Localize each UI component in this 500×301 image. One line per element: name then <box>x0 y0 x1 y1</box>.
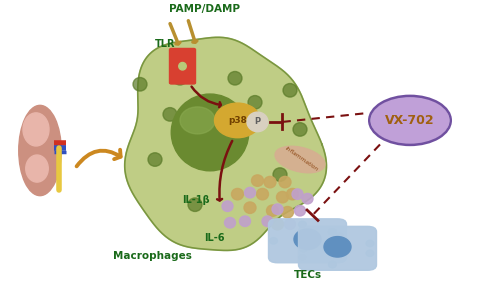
Text: IL-6: IL-6 <box>204 233 225 243</box>
Ellipse shape <box>298 221 306 228</box>
Text: P: P <box>254 117 260 126</box>
Ellipse shape <box>247 112 268 132</box>
Ellipse shape <box>148 153 162 166</box>
Text: TLR: TLR <box>154 39 175 49</box>
Ellipse shape <box>286 188 298 200</box>
Ellipse shape <box>19 105 61 196</box>
Ellipse shape <box>228 71 242 85</box>
Ellipse shape <box>324 237 351 257</box>
Ellipse shape <box>302 193 313 204</box>
Ellipse shape <box>366 250 374 256</box>
FancyBboxPatch shape <box>298 226 376 270</box>
FancyBboxPatch shape <box>268 219 346 263</box>
Ellipse shape <box>272 219 283 230</box>
Ellipse shape <box>256 188 268 200</box>
Ellipse shape <box>264 176 276 188</box>
Text: Inflammation: Inflammation <box>284 145 320 172</box>
Ellipse shape <box>171 94 249 171</box>
Ellipse shape <box>262 216 273 226</box>
Polygon shape <box>124 37 326 250</box>
Ellipse shape <box>252 175 264 186</box>
Ellipse shape <box>294 229 321 250</box>
Ellipse shape <box>336 242 344 249</box>
Ellipse shape <box>275 146 325 173</box>
Ellipse shape <box>173 71 187 85</box>
Ellipse shape <box>244 202 256 213</box>
Ellipse shape <box>276 191 288 203</box>
Text: p38: p38 <box>228 116 247 125</box>
Text: VX-702: VX-702 <box>385 114 435 127</box>
Ellipse shape <box>188 198 202 211</box>
Ellipse shape <box>293 123 307 136</box>
Ellipse shape <box>298 254 306 260</box>
Ellipse shape <box>328 261 336 268</box>
Ellipse shape <box>179 63 186 70</box>
Ellipse shape <box>282 206 294 218</box>
Ellipse shape <box>272 204 283 214</box>
Ellipse shape <box>284 219 296 229</box>
Ellipse shape <box>266 205 278 216</box>
Text: IL-1β: IL-1β <box>182 195 210 205</box>
Ellipse shape <box>248 96 262 109</box>
Ellipse shape <box>283 83 297 97</box>
Ellipse shape <box>328 229 336 235</box>
Ellipse shape <box>244 187 256 198</box>
Ellipse shape <box>240 216 250 226</box>
Ellipse shape <box>180 107 215 134</box>
Ellipse shape <box>336 233 344 239</box>
Ellipse shape <box>366 240 374 247</box>
FancyBboxPatch shape <box>170 48 196 84</box>
Ellipse shape <box>294 205 306 216</box>
Ellipse shape <box>133 77 147 91</box>
Ellipse shape <box>163 107 177 121</box>
Ellipse shape <box>292 189 303 200</box>
Ellipse shape <box>273 168 287 181</box>
Text: Macrophages: Macrophages <box>113 251 192 261</box>
Ellipse shape <box>279 176 291 188</box>
Ellipse shape <box>222 201 233 211</box>
Ellipse shape <box>23 113 49 146</box>
Ellipse shape <box>26 155 48 182</box>
Ellipse shape <box>270 237 278 244</box>
Ellipse shape <box>214 103 260 138</box>
Text: TECs: TECs <box>294 270 322 281</box>
Ellipse shape <box>232 188 243 200</box>
Ellipse shape <box>300 245 308 252</box>
Ellipse shape <box>224 217 235 228</box>
Ellipse shape <box>371 97 449 144</box>
Text: PAMP/DAMP: PAMP/DAMP <box>170 4 240 14</box>
